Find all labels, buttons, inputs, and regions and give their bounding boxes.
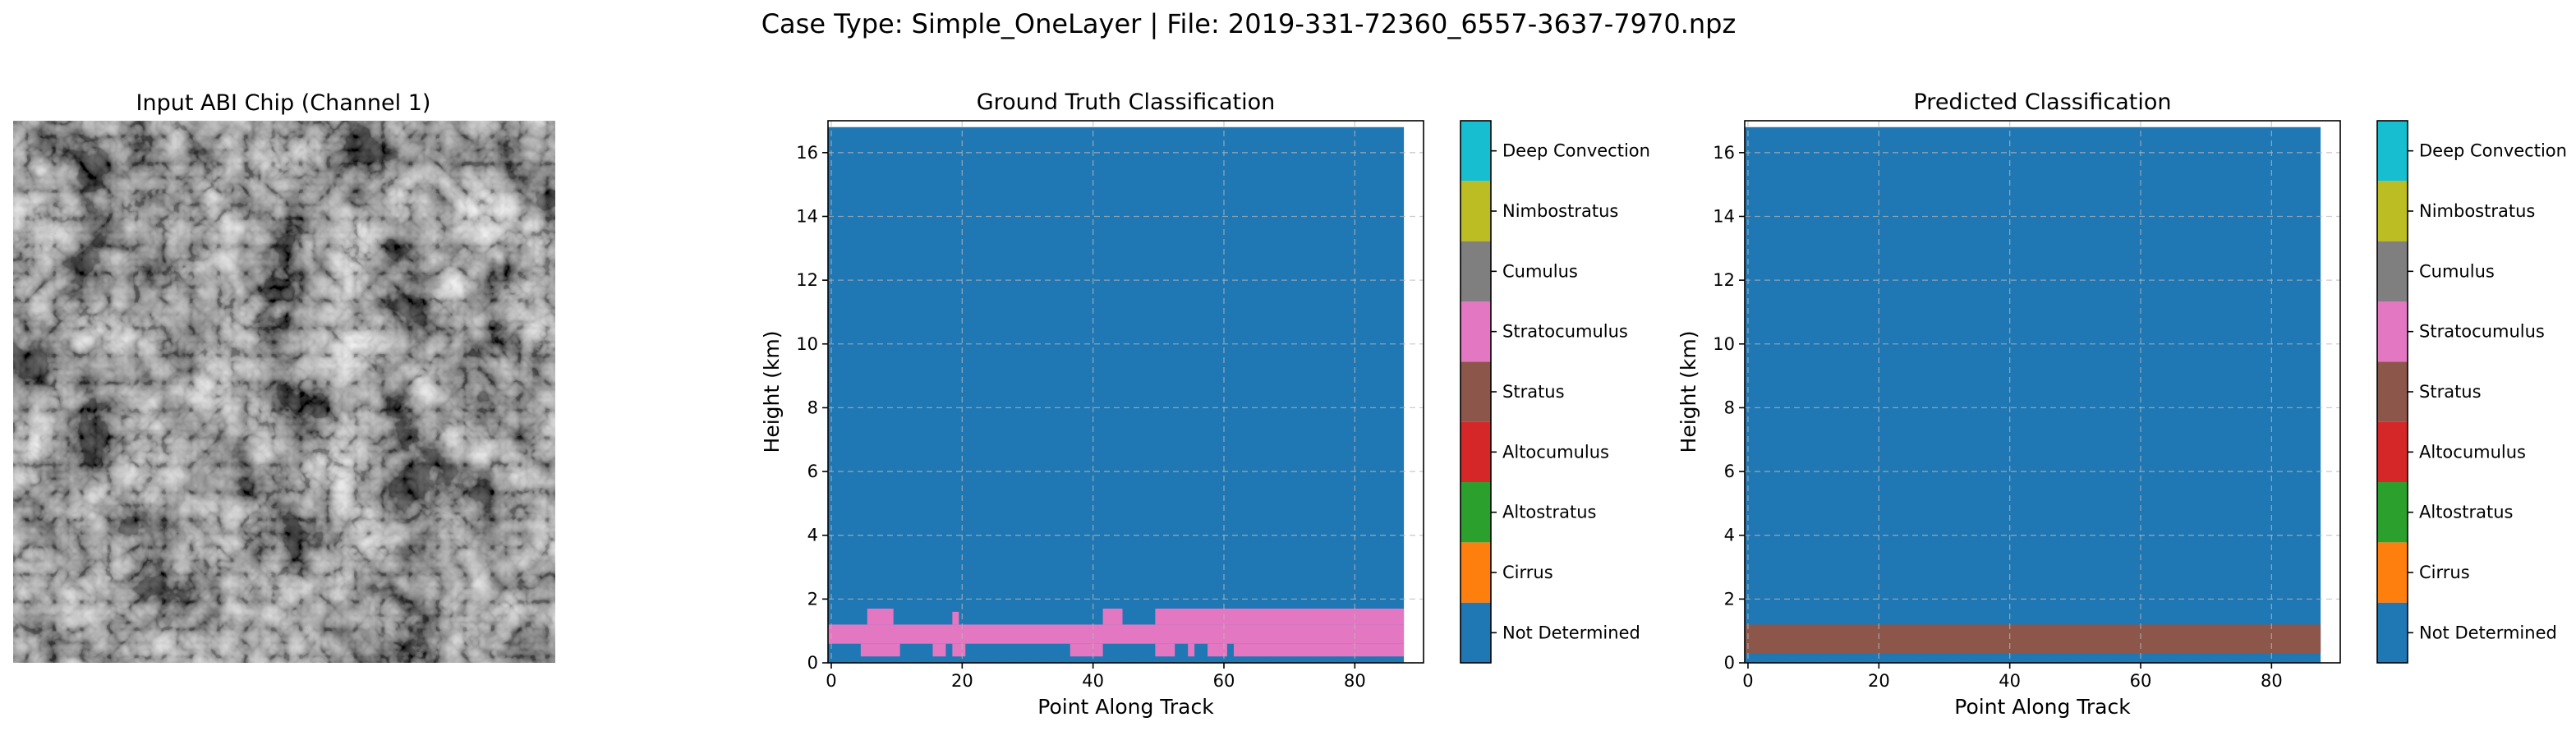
colorbar-swatch (2377, 482, 2408, 543)
x-tick-label: 80 (2261, 671, 2283, 691)
x-tick-label: 0 (826, 671, 836, 691)
colorbar-label: Deep Convection (2419, 141, 2567, 161)
colorbar-label: Deep Convection (1502, 141, 1650, 161)
y-tick-label: 8 (1724, 398, 1735, 417)
colorbar-swatch (2377, 421, 2408, 482)
ground-truth-panel: 0 20 40 60 80 0 2 4 6 8 10 12 14 16 Ground Truth Class… (760, 90, 1650, 719)
y-tick-label: 16 (1713, 143, 1735, 163)
colorbar-swatch (1460, 241, 1491, 301)
colorbar-swatch (1460, 482, 1491, 543)
y-tick-label: 10 (796, 334, 818, 354)
colorbar-label: Cirrus (1502, 563, 1553, 582)
x-tick-label: 60 (2130, 671, 2152, 691)
axes-frame (827, 120, 1424, 664)
colorbar-swatch (1460, 602, 1491, 663)
colorbar-frame (1460, 120, 1492, 664)
y-tick-label: 4 (807, 526, 818, 545)
class-region (1102, 609, 1123, 625)
input-panel-title: Input ABI Chip (Channel 1) (136, 90, 431, 116)
abi-channel-1-image (13, 121, 555, 663)
colorbar-swatch (1460, 542, 1491, 603)
colorbar-label: Nimbostratus (1502, 201, 1618, 221)
class-region (1155, 643, 1175, 657)
colorbar-swatch (1460, 181, 1491, 241)
colorbar-swatch (2377, 241, 2408, 301)
colorbar-label: Nimbostratus (2419, 201, 2535, 221)
x-tick-label: 20 (1868, 671, 1890, 691)
predicted-panel: 0 20 40 60 80 0 2 4 6 8 10 12 14 16 Predicted Classifi… (1677, 90, 2567, 719)
chart-title: Ground Truth Classification (977, 90, 1276, 115)
colorbar-label: Stratus (1502, 382, 1565, 402)
x-axis-label: Point Along Track (1954, 695, 2131, 719)
colorbar-label: Altocumulus (2419, 442, 2526, 462)
colorbar: Not Determined Cirrus Altostratus Altocumul… (2376, 120, 2567, 664)
class-region (932, 643, 946, 657)
colorbar-label: Altostratus (2419, 503, 2513, 522)
y-tick-label: 4 (1724, 526, 1735, 545)
colorbar-swatch (2377, 602, 2408, 663)
colorbar-label: Altostratus (1502, 503, 1596, 522)
y-tick-label: 10 (1713, 334, 1735, 354)
class-region (1745, 624, 2321, 654)
colorbar-label: Cumulus (2419, 261, 2495, 281)
x-axis-label: Point Along Track (1037, 695, 1214, 719)
colorbar-swatch (1460, 421, 1491, 482)
class-region (867, 609, 894, 625)
colorbar-label: Cirrus (2419, 563, 2470, 582)
colorbar-label: Altocumulus (1502, 442, 1609, 462)
x-tick-label: 40 (1999, 671, 2021, 691)
y-tick-label: 12 (1713, 270, 1735, 290)
axes-frame (1744, 120, 2341, 664)
y-tick-label: 12 (796, 270, 818, 290)
colorbar-swatch (1460, 121, 1491, 182)
class-region (952, 643, 966, 657)
class-region (1208, 643, 1227, 657)
y-axis-label: Height (km) (1677, 331, 1700, 453)
colorbar-label: Stratus (2419, 382, 2482, 402)
x-tick-label: 20 (951, 671, 973, 691)
class-region (1070, 643, 1103, 657)
class-region-background (1745, 126, 2321, 663)
colorbar-frame (2376, 120, 2408, 664)
colorbar-swatch (2377, 121, 2408, 182)
class-region (952, 611, 959, 625)
class-region (1188, 643, 1195, 657)
colorbar-swatch (2377, 361, 2408, 422)
class-region (1233, 643, 1405, 657)
y-tick-label: 8 (807, 398, 818, 417)
colorbar-swatch (2377, 542, 2408, 603)
class-region (828, 624, 1405, 644)
colorbar-swatch (1460, 301, 1491, 362)
class-region (1155, 609, 1405, 625)
y-tick-label: 14 (796, 206, 818, 226)
y-axis-label: Height (km) (760, 331, 784, 453)
chart-title: Predicted Classification (1914, 90, 2172, 115)
y-tick-label: 6 (1724, 462, 1735, 481)
y-tick-label: 2 (807, 589, 818, 609)
y-tick-label: 0 (807, 653, 818, 673)
colorbar: Not Determined Cirrus Altostratus Altocumul… (1460, 120, 1650, 664)
colorbar-label: Stratocumulus (1502, 322, 1628, 342)
colorbar-label: Cumulus (1502, 261, 1578, 281)
x-tick-label: 80 (1344, 671, 1366, 691)
colorbar-swatch (1460, 361, 1491, 422)
x-tick-label: 0 (1742, 671, 1753, 691)
y-tick-label: 14 (1713, 206, 1735, 226)
class-region (860, 643, 900, 657)
input-panel: Input ABI Chip (Channel 1) (13, 90, 555, 663)
y-tick-label: 6 (807, 462, 818, 481)
y-tick-label: 0 (1724, 653, 1735, 673)
colorbar-label: Stratocumulus (2419, 322, 2545, 342)
colorbar-label: Not Determined (1502, 623, 1640, 642)
class-region-background (828, 126, 1405, 663)
y-tick-label: 2 (1724, 589, 1735, 609)
x-tick-label: 40 (1082, 671, 1104, 691)
x-tick-label: 60 (1213, 671, 1235, 691)
figure-suptitle: Case Type: Simple_OneLayer | File: 2019-… (761, 8, 1736, 39)
colorbar-swatch (2377, 301, 2408, 362)
y-tick-label: 16 (796, 143, 818, 163)
colorbar-label: Not Determined (2419, 623, 2557, 642)
colorbar-swatch (2377, 181, 2408, 241)
